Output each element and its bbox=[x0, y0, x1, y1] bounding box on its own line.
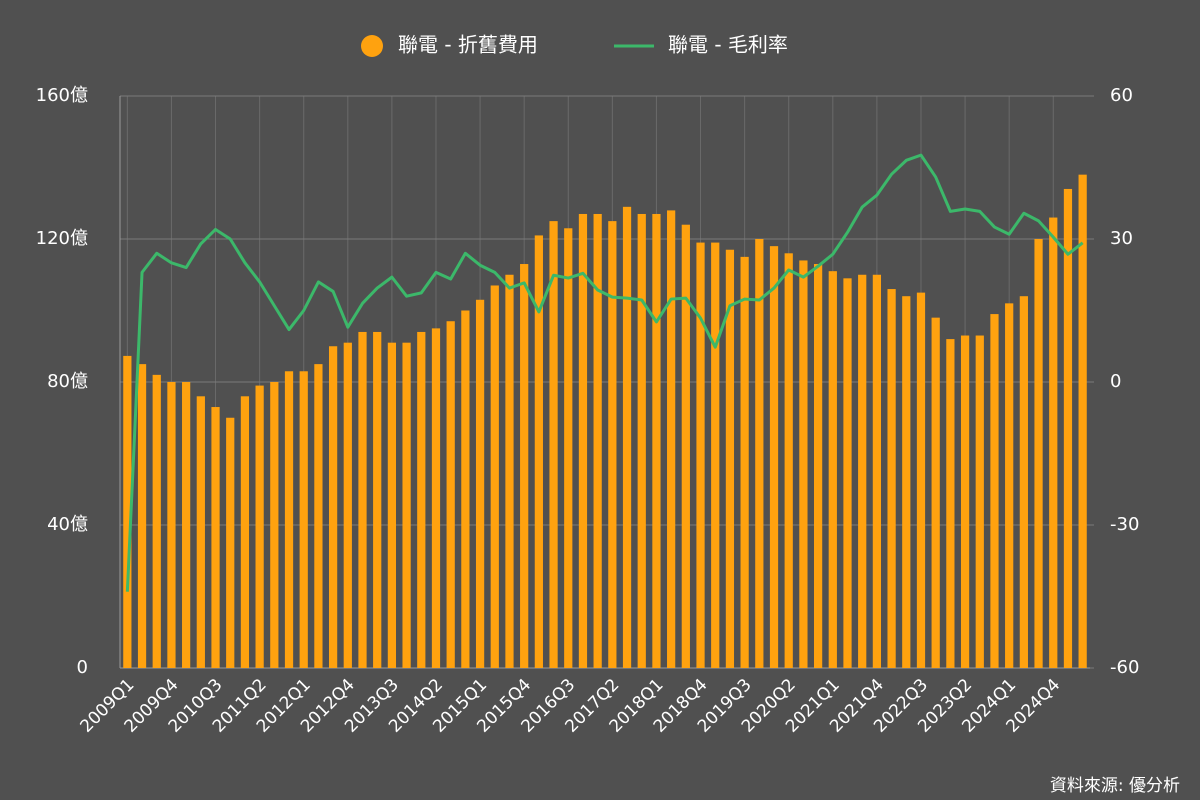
bar bbox=[226, 417, 235, 668]
bar bbox=[740, 256, 749, 668]
bar bbox=[505, 274, 514, 668]
bar bbox=[769, 246, 779, 668]
bar bbox=[799, 260, 808, 668]
y2-tick-label: -30 bbox=[1110, 514, 1139, 535]
legend-marker bbox=[361, 35, 383, 57]
bar bbox=[1063, 188, 1073, 668]
bar bbox=[167, 382, 176, 668]
bar bbox=[1078, 174, 1087, 668]
bar bbox=[211, 407, 220, 668]
bar bbox=[622, 206, 632, 668]
source: 資料來源: 優分析 bbox=[1050, 776, 1180, 796]
bar bbox=[299, 371, 308, 668]
bar bbox=[843, 278, 852, 668]
bar bbox=[902, 296, 911, 668]
bar bbox=[872, 274, 882, 668]
bar bbox=[475, 299, 485, 668]
bar bbox=[755, 239, 764, 668]
bar bbox=[578, 213, 588, 668]
bar bbox=[152, 374, 161, 668]
bar bbox=[564, 228, 573, 668]
bar bbox=[667, 210, 676, 668]
bar bbox=[402, 342, 411, 668]
bar bbox=[637, 213, 646, 668]
line bbox=[125, 153, 1084, 592]
bar bbox=[240, 396, 250, 668]
bar bbox=[652, 213, 661, 668]
y2-tick-label: 60 bbox=[1110, 85, 1133, 106]
bar bbox=[461, 310, 470, 668]
bar bbox=[417, 331, 426, 668]
bar bbox=[358, 331, 367, 668]
bar bbox=[681, 224, 690, 668]
bar bbox=[931, 317, 940, 668]
bar bbox=[373, 331, 382, 668]
y2-tick-label: 30 bbox=[1110, 228, 1133, 249]
bar bbox=[887, 289, 896, 668]
bar bbox=[328, 346, 338, 668]
bar bbox=[696, 242, 705, 668]
legend-label: 聯電 - 毛利率 bbox=[668, 33, 788, 57]
bar bbox=[711, 242, 720, 668]
bar bbox=[137, 364, 147, 668]
bar bbox=[255, 385, 264, 668]
y-tick-label: 40億 bbox=[47, 514, 88, 535]
legend-label: 聯電 - 折舊費用 bbox=[398, 33, 538, 57]
y-tick-label: 120億 bbox=[36, 228, 88, 249]
bar bbox=[196, 396, 205, 668]
bar bbox=[431, 328, 441, 668]
y2-tick-label: 0 bbox=[1110, 371, 1121, 392]
bar bbox=[1019, 296, 1028, 668]
bar bbox=[284, 371, 294, 668]
bar bbox=[916, 292, 926, 668]
bar bbox=[343, 342, 352, 668]
y2-tick-label: -60 bbox=[1110, 657, 1139, 678]
y-tick-label: 160億 bbox=[36, 85, 88, 106]
bar bbox=[387, 342, 397, 668]
bar bbox=[490, 285, 499, 668]
bar bbox=[1034, 239, 1043, 668]
y-tick-label: 80億 bbox=[47, 371, 88, 392]
bar bbox=[593, 213, 602, 668]
bar bbox=[828, 271, 837, 668]
bar bbox=[534, 235, 543, 669]
bar bbox=[990, 314, 999, 668]
bar bbox=[549, 221, 558, 668]
bar bbox=[270, 382, 279, 668]
bar bbox=[975, 335, 984, 668]
bar bbox=[520, 264, 529, 668]
bar bbox=[946, 339, 955, 668]
y-tick-label: 0 bbox=[77, 657, 88, 678]
bar bbox=[446, 321, 455, 668]
bar bbox=[858, 274, 867, 668]
bar bbox=[784, 253, 793, 669]
bar bbox=[1049, 217, 1058, 669]
bar bbox=[123, 355, 132, 668]
bar bbox=[725, 249, 735, 668]
bar bbox=[1005, 303, 1014, 668]
bar bbox=[608, 221, 617, 668]
bar bbox=[813, 264, 823, 668]
bar bbox=[960, 335, 970, 668]
bar bbox=[182, 382, 191, 668]
bar bbox=[314, 364, 323, 668]
